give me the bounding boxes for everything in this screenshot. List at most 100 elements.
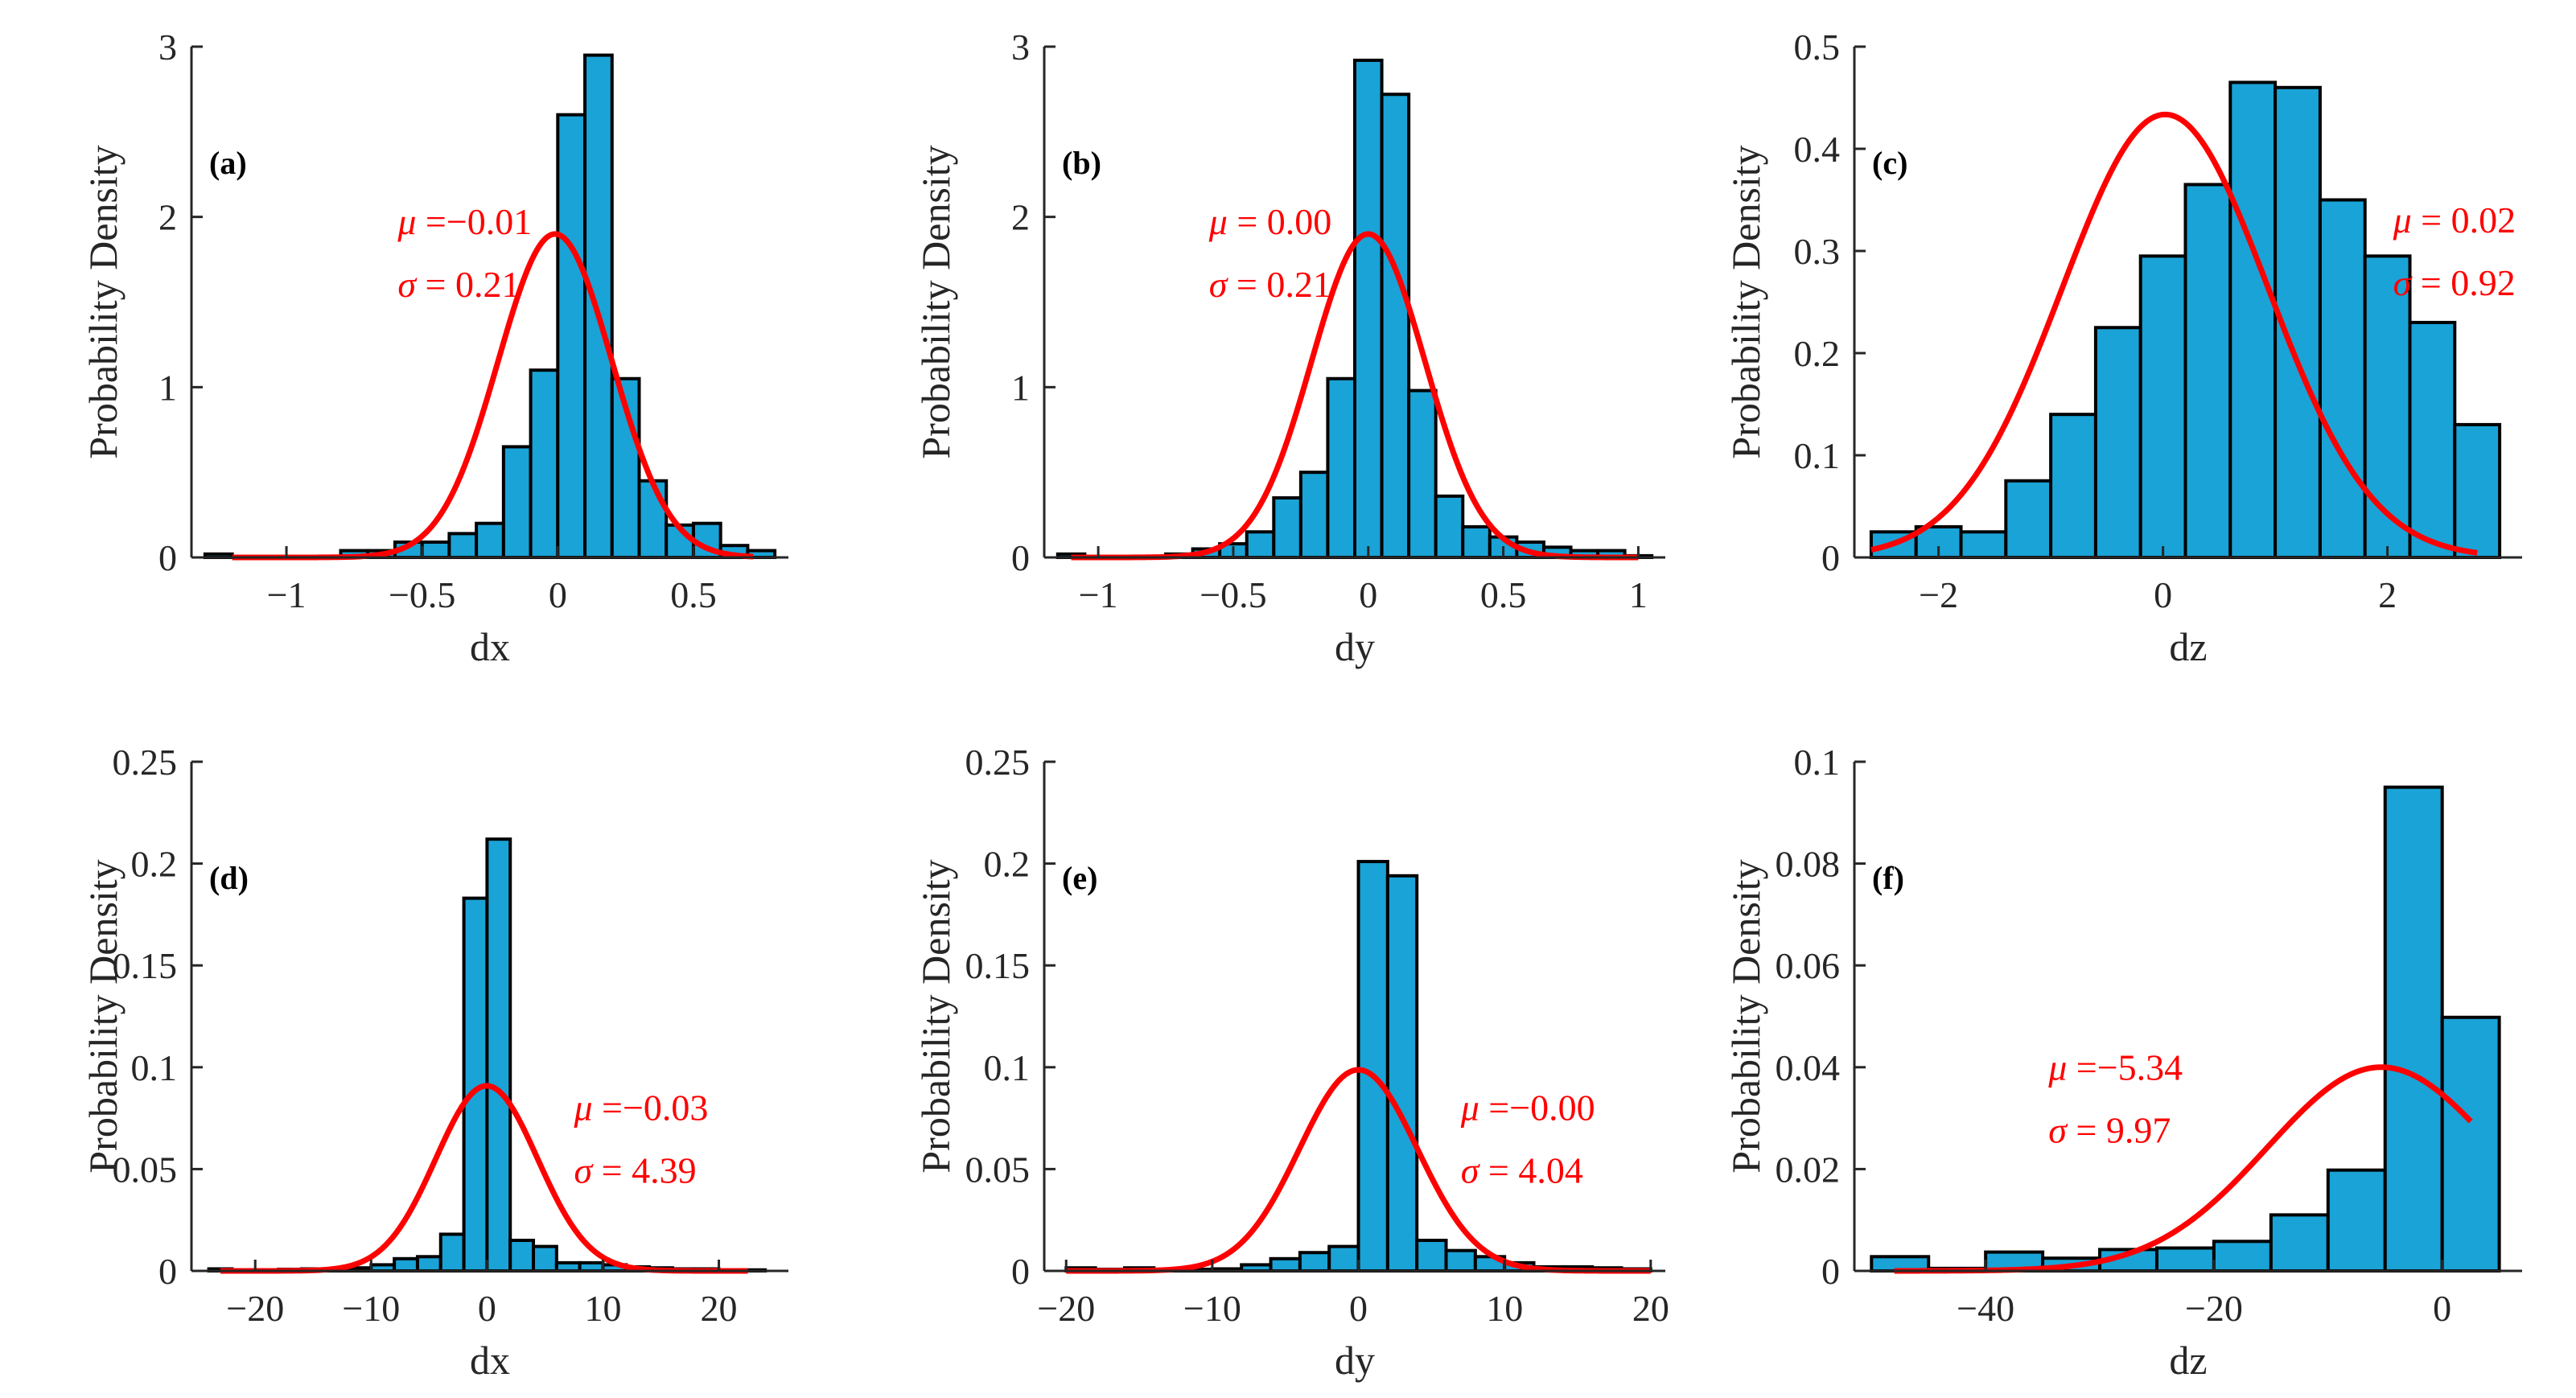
x-tick-label: 1 — [1629, 574, 1648, 615]
y-tick-label: 0.25 — [113, 742, 178, 783]
panel-label: (b) — [1062, 145, 1101, 181]
mean-annotation: μ =−0.01 — [397, 201, 532, 242]
histogram-bar — [1385, 874, 1419, 1273]
y-tick-label: 0.05 — [113, 1149, 178, 1190]
histogram-bar — [1407, 389, 1438, 559]
x-axis-label: dx — [470, 1338, 510, 1383]
panel-label: (f) — [1872, 860, 1904, 896]
x-axis-label: dz — [2169, 1338, 2207, 1383]
histogram-panel: −1 −0.5 0 0.5 1 0 1 2 3 dy Probability Density (b) μ… — [913, 27, 1665, 669]
histogram-bar — [393, 1256, 419, 1273]
x-tick-label: −40 — [1957, 1288, 2014, 1329]
histogram-bar — [554, 1260, 582, 1273]
histogram-bar — [501, 445, 533, 559]
y-axis-label: Probability Density — [80, 145, 126, 458]
histogram-bar — [2212, 1240, 2273, 1273]
histogram-panel: −1 −0.5 0 0.5 0 1 2 3 dx Probability Density (a) μ … — [80, 27, 788, 669]
histogram-bar — [2318, 198, 2367, 559]
mean-value: =−0.03 — [593, 1088, 709, 1129]
mu-symbol: μ — [1460, 1088, 1479, 1129]
y-tick-label: 0.15 — [965, 945, 1031, 986]
y-tick-label: 0.1 — [984, 1047, 1031, 1088]
x-tick-label: −10 — [1183, 1288, 1241, 1329]
histogram-bar — [2154, 1246, 2216, 1273]
x-tick-label: 10 — [1486, 1288, 1523, 1329]
mu-symbol: μ — [397, 201, 416, 242]
sigma-value: = 0.92 — [2411, 262, 2515, 303]
sigma-symbol: σ — [574, 1150, 594, 1191]
histogram-bar — [2408, 320, 2457, 559]
y-tick-label: 0.08 — [1776, 844, 1841, 885]
histogram-bar — [2274, 85, 2322, 560]
normal-fit-curve — [1870, 111, 2478, 556]
x-tick-label: −0.5 — [389, 574, 455, 615]
x-tick-label: −0.5 — [1200, 574, 1266, 615]
y-tick-label: 0.5 — [1794, 27, 1841, 68]
sigma-annotation: σ = 0.21 — [1209, 264, 1331, 305]
panel-label: (a) — [209, 145, 247, 181]
sigma-value: = 9.97 — [2067, 1110, 2171, 1151]
histogram-bar — [2326, 1168, 2387, 1273]
x-tick-label: 0 — [2154, 574, 2172, 615]
sigma-annotation: σ = 0.92 — [2393, 262, 2516, 303]
histogram-bar — [2093, 326, 2142, 559]
mean-value: =−5.34 — [2067, 1047, 2183, 1088]
mean-annotation: μ = 0.00 — [1208, 201, 1332, 242]
histogram-bar — [1326, 376, 1357, 559]
x-axis-label: dy — [1335, 1338, 1375, 1383]
histogram-bar — [420, 540, 451, 560]
x-axis-label: dx — [470, 624, 510, 669]
y-tick-label: 2 — [158, 197, 177, 238]
x-tick-label: 2 — [2378, 574, 2397, 615]
x-tick-label: 20 — [1632, 1288, 1669, 1329]
panel-label: (c) — [1872, 145, 1907, 181]
histogram-bar — [508, 1239, 536, 1273]
y-axis-label: Probability Density — [80, 859, 126, 1173]
histogram-bar — [2383, 785, 2444, 1273]
mean-annotation: μ = 0.02 — [2393, 199, 2516, 241]
y-tick-label: 0.04 — [1776, 1047, 1841, 1088]
y-tick-label: 0 — [1011, 537, 1030, 578]
x-tick-label: −20 — [2185, 1288, 2243, 1329]
histogram-bar — [1353, 58, 1384, 560]
sigma-symbol: σ — [2393, 262, 2413, 303]
histogram-bar — [1298, 471, 1330, 559]
x-tick-label: 20 — [701, 1288, 738, 1329]
y-tick-label: 0 — [1011, 1251, 1030, 1292]
histogram-bar — [2440, 1015, 2501, 1273]
sigma-symbol: σ — [397, 264, 418, 305]
x-tick-label: −10 — [342, 1288, 400, 1329]
y-tick-label: 0.02 — [1776, 1149, 1841, 1190]
histogram-bar — [578, 1260, 605, 1273]
sigma-symbol: σ — [2048, 1110, 2068, 1151]
x-tick-label: −1 — [267, 574, 307, 615]
histogram-bar — [415, 1255, 442, 1273]
sigma-value: = 4.39 — [592, 1150, 696, 1191]
y-tick-label: 1 — [1011, 367, 1030, 408]
x-axis-label: dz — [2169, 624, 2207, 669]
y-tick-label: 3 — [1011, 27, 1030, 68]
x-axis-label: dy — [1335, 624, 1375, 669]
mean-annotation: μ =−0.03 — [573, 1088, 708, 1129]
y-axis-label: Probability Density — [1723, 859, 1768, 1173]
y-tick-label: 0.1 — [1794, 742, 1841, 783]
mu-symbol: μ — [573, 1088, 592, 1129]
histogram-bar — [447, 532, 479, 559]
histogram-bar — [2269, 1213, 2330, 1273]
x-tick-label: 0 — [1359, 574, 1377, 615]
histogram-bar — [485, 837, 512, 1273]
mean-value: =−0.00 — [1479, 1088, 1595, 1129]
sigma-value: = 4.04 — [1479, 1150, 1582, 1191]
histogram-bar — [529, 368, 560, 560]
histogram-bar — [1415, 1239, 1448, 1273]
y-tick-label: 0.05 — [965, 1149, 1031, 1190]
y-tick-label: 0 — [1821, 537, 1840, 578]
mean-value: =−0.01 — [416, 201, 532, 242]
y-tick-label: 0 — [158, 1251, 177, 1292]
x-tick-label: 0.5 — [670, 574, 717, 615]
histogram-panel: −40 −20 0 0 0.02 0.04 0.06 0.08 0.1 dz Probability… — [1723, 742, 2522, 1383]
x-tick-label: 0.5 — [1480, 574, 1527, 615]
mean-value: = 0.02 — [2412, 199, 2516, 241]
mean-value: = 0.00 — [1228, 201, 1331, 242]
